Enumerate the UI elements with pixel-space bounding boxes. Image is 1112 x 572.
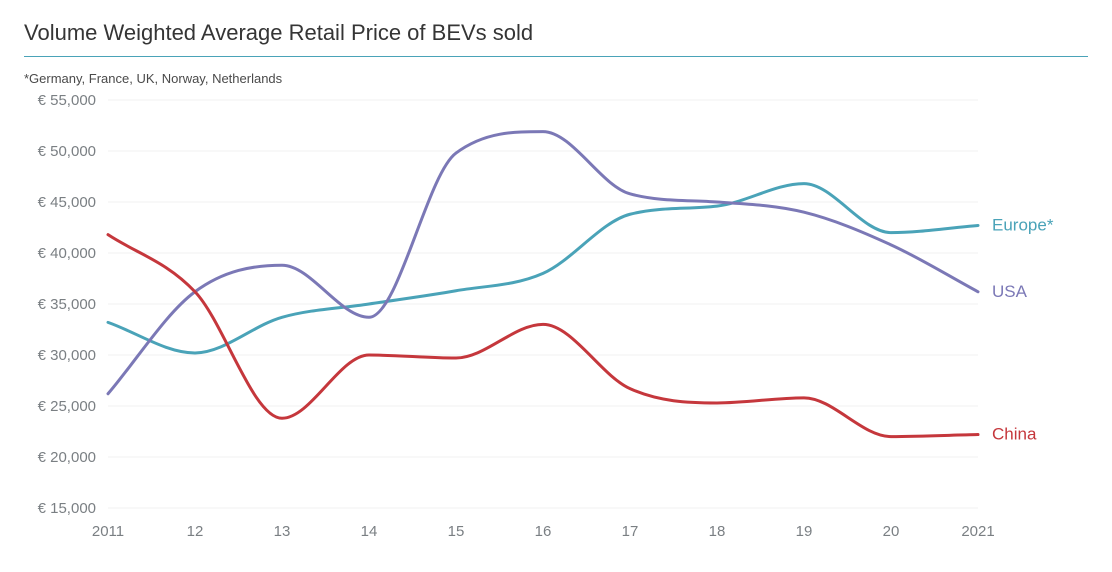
y-tick-label: € 40,000 — [38, 245, 96, 262]
series-line-usa — [108, 132, 978, 394]
x-tick-label: 13 — [274, 523, 291, 540]
y-tick-label: € 25,000 — [38, 398, 96, 415]
x-tick-label: 17 — [622, 523, 639, 540]
chart-container: € 15,000 € 20,000 € 25,000 € 30,000 € 35,000… — [24, 92, 1088, 552]
y-tick-label: € 35,000 — [38, 296, 96, 313]
x-tick-label: 2011 — [92, 523, 124, 540]
y-tick-label: € 15,000 — [38, 500, 96, 517]
series-label-europe-: Europe* — [992, 215, 1054, 234]
x-tick-label: 14 — [361, 523, 378, 540]
x-tick-label: 20 — [883, 523, 900, 540]
chart-title: Volume Weighted Average Retail Price of … — [24, 20, 1088, 57]
y-tick-label: € 30,000 — [38, 347, 96, 364]
series-label-usa: USA — [992, 282, 1028, 301]
x-tick-label: 12 — [187, 523, 204, 540]
series-line-europe- — [108, 184, 978, 353]
x-tick-label: 18 — [709, 523, 726, 540]
x-tick-label: 19 — [796, 523, 813, 540]
y-tick-label: € 55,000 — [38, 92, 96, 109]
y-tick-label: € 45,000 — [38, 194, 96, 211]
x-tick-label: 16 — [535, 523, 552, 540]
y-tick-label: € 50,000 — [38, 143, 96, 160]
x-tick-label: 2021 — [961, 523, 994, 540]
chart-footnote: *Germany, France, UK, Norway, Netherland… — [24, 71, 1088, 86]
series-label-china: China — [992, 425, 1037, 444]
y-tick-label: € 20,000 — [38, 449, 96, 466]
line-chart: € 15,000 € 20,000 € 25,000 € 30,000 € 35,000… — [24, 92, 1088, 552]
x-tick-label: 15 — [448, 523, 465, 540]
